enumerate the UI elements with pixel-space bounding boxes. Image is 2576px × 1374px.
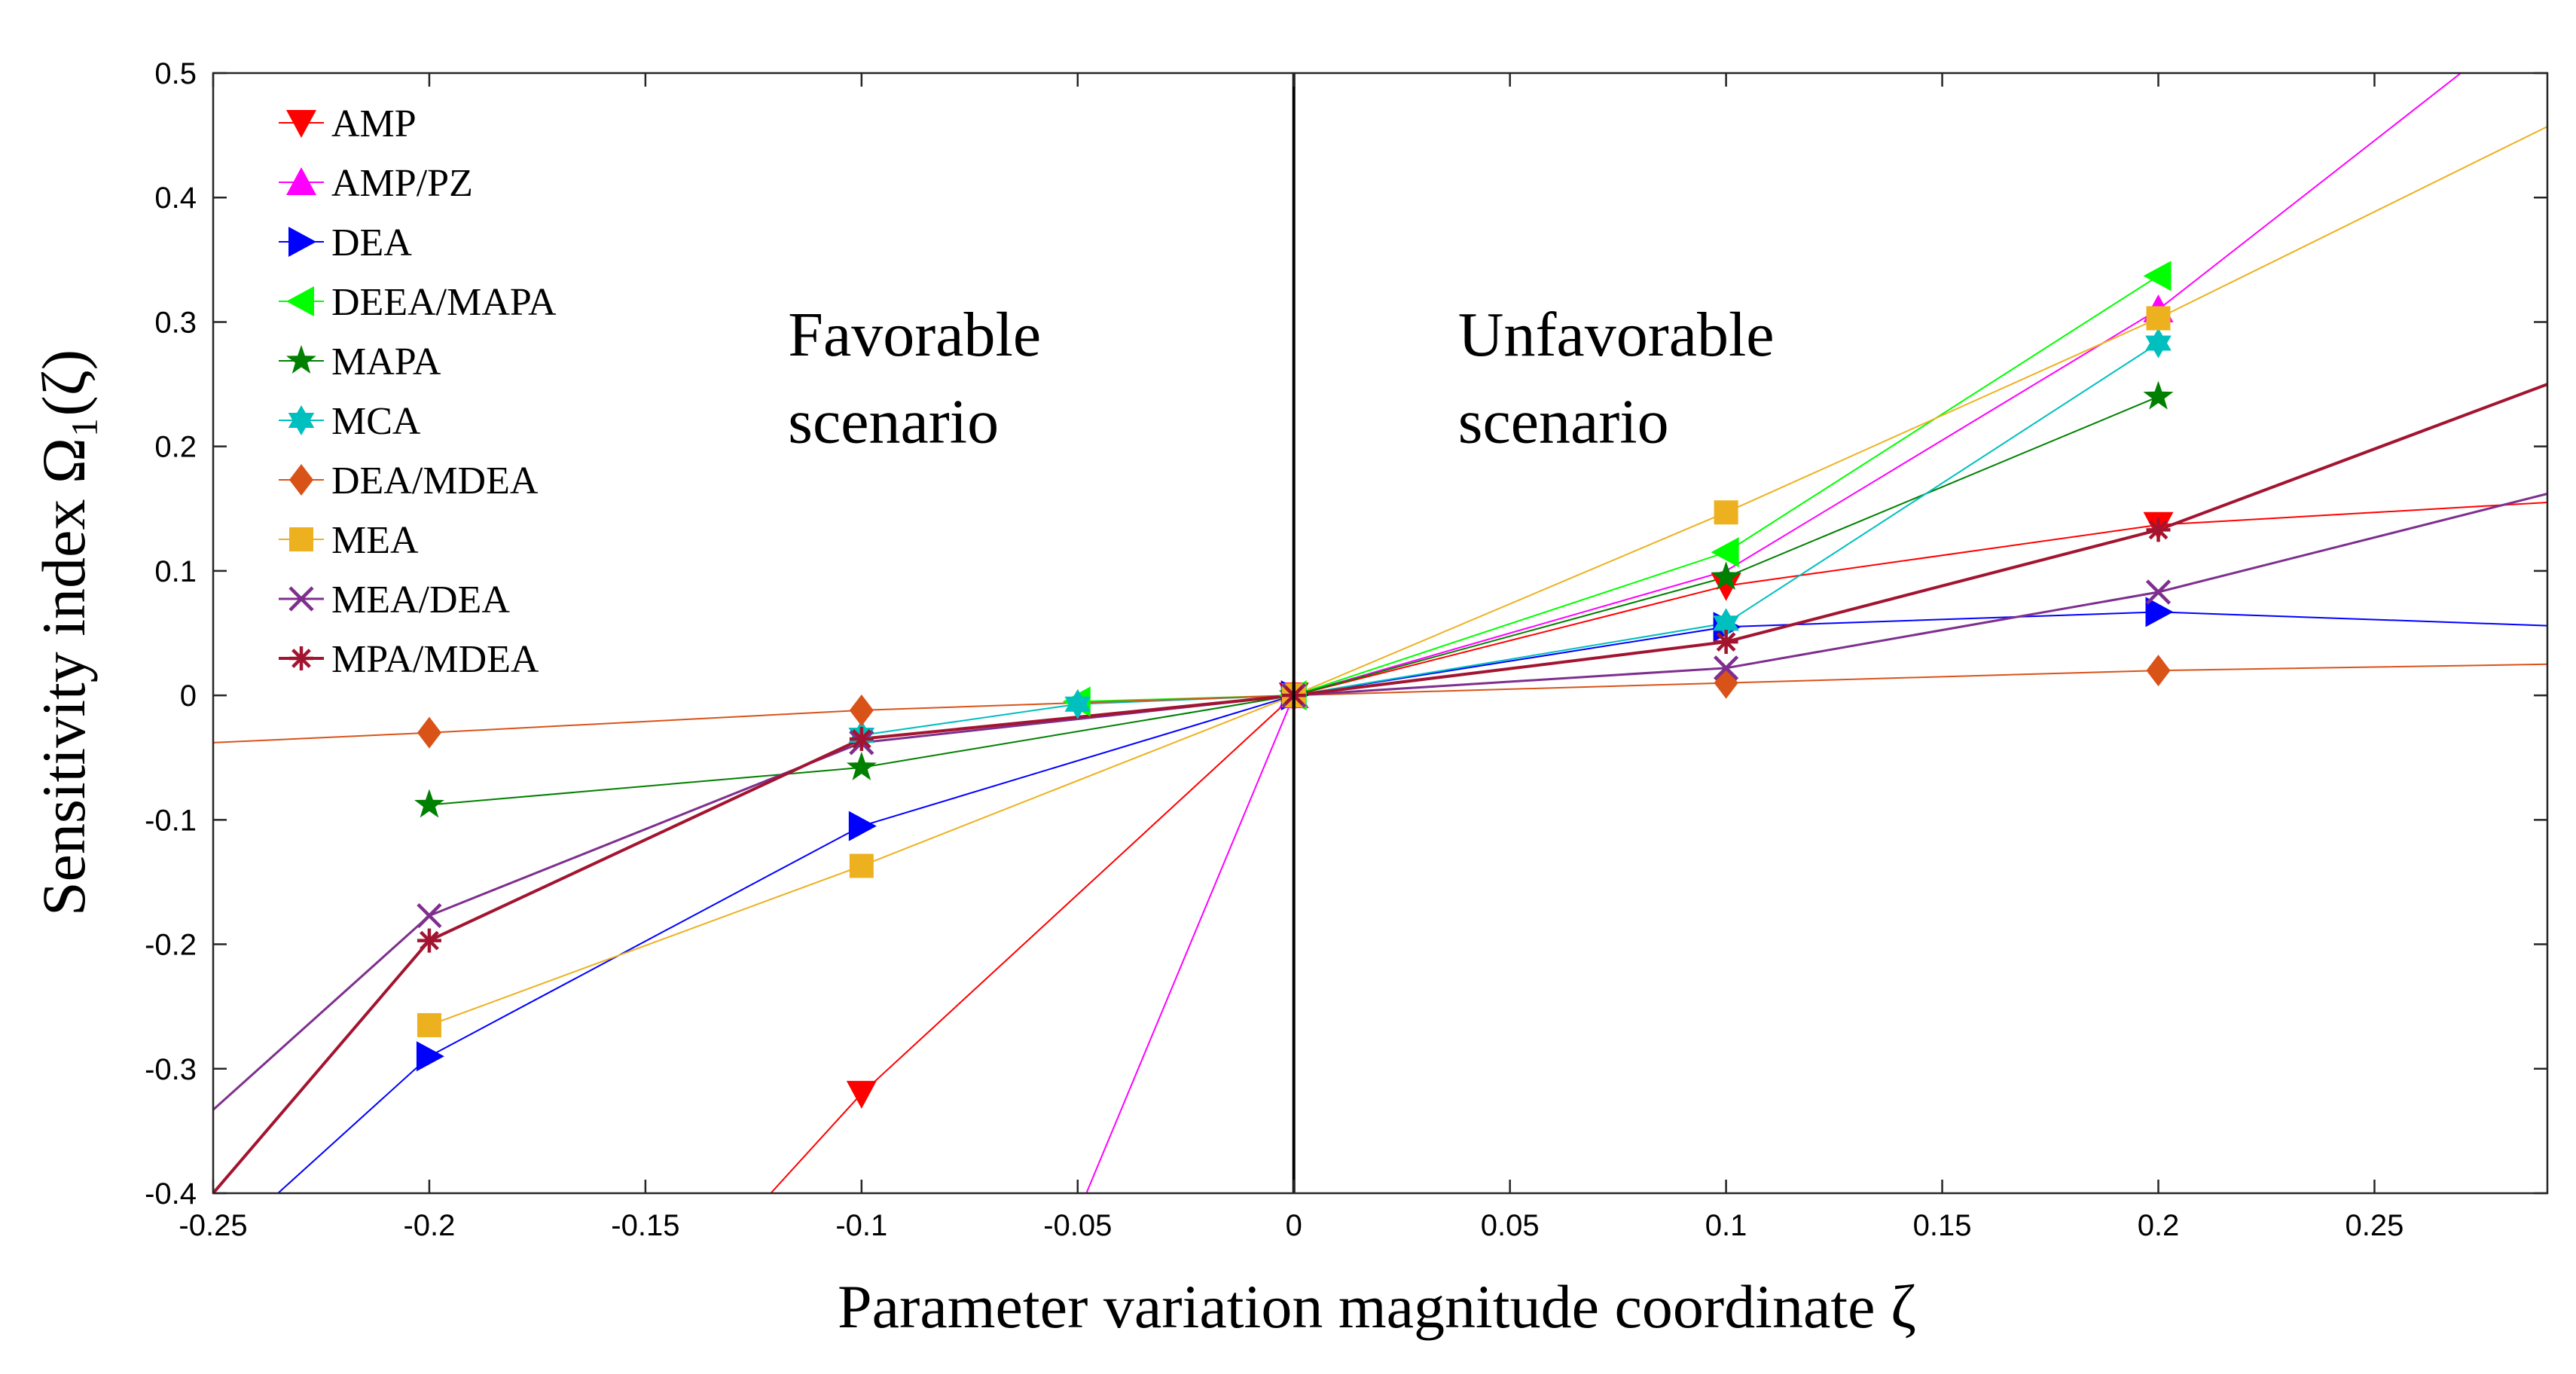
y-axis-title: Sensitivity index Ω₁(ζ) — [29, 350, 98, 916]
x-tick-label: -0.2 — [403, 1209, 455, 1242]
data-point-mpa-mdea — [849, 726, 874, 751]
legend-marker-mea-dea — [288, 586, 314, 612]
y-tick-label: -0.4 — [145, 1177, 197, 1211]
y-tick-label: 0.5 — [154, 57, 197, 90]
legend-label: DEEA/MAPA — [331, 281, 557, 324]
legend-label: AMP — [331, 102, 417, 145]
legend-marker-mea — [289, 527, 313, 551]
data-point-mapa — [2143, 380, 2174, 410]
data-point-amp — [1711, 572, 1741, 601]
x-tick-label: -0.05 — [1043, 1209, 1112, 1242]
legend-marker-dea-mdea — [289, 464, 313, 496]
legend-label: MPA/MDEA — [331, 638, 539, 681]
data-point-dea-mdea — [417, 716, 441, 749]
annotations: Favorable scenario Unfavorable scenario — [788, 300, 1774, 457]
x-tick-label: 0.1 — [1705, 1209, 1747, 1242]
data-point-mapa — [1711, 561, 1741, 591]
data-point-dea — [848, 811, 877, 841]
data-point-mea — [417, 1012, 441, 1037]
x-tick-label: 0.2 — [2138, 1209, 2180, 1242]
data-point-mapa — [414, 789, 444, 818]
plot-frame — [212, 72, 2549, 1195]
x-tick-label: -0.1 — [835, 1209, 887, 1242]
legend-label: MEA — [331, 519, 419, 562]
y-tick-label: 0.1 — [154, 555, 197, 588]
x-axis-ticks: -0.25 -0.2 -0.15 -0.1 -0.05 0 0.05 0.1 0.15 0.2 0.… — [179, 73, 2404, 1242]
series-line-mea — [429, 126, 2547, 1026]
x-tick-label: 0 — [1286, 1209, 1302, 1242]
data-point-dea-mdea — [2146, 655, 2171, 687]
data-point-mea-dea — [2145, 579, 2172, 605]
series-markers — [414, 261, 2174, 1109]
data-point-amp — [846, 1080, 877, 1109]
legend-marker-dea — [288, 227, 316, 257]
legend-label: MAPA — [331, 340, 441, 383]
annotation-unfavorable-scenario-line: scenario — [1458, 387, 1669, 457]
data-point-mpa-mdea — [417, 928, 441, 953]
legend-marker-amp — [286, 110, 316, 138]
x-tick-label: 0.05 — [1481, 1209, 1540, 1242]
legend-label: MEA/DEA — [331, 579, 510, 621]
annotation-favorable-scenario-line: scenario — [788, 387, 999, 457]
y-tick-label: 0.3 — [154, 306, 197, 339]
legend-marker-mca — [288, 405, 315, 435]
legend-marker-mpa-mdea — [289, 646, 313, 670]
legend-item-mea-dea: MEA/DEA — [279, 579, 510, 621]
y-tick-label: 0.4 — [154, 182, 197, 215]
data-point-mpa-mdea — [1714, 630, 1738, 655]
data-point-mapa — [846, 751, 877, 780]
annotation-unfavorable-scenario-line: Unfavorable — [1458, 300, 1775, 370]
y-tick-label: -0.2 — [145, 929, 197, 962]
legend-label: MCA — [331, 400, 421, 443]
legend-item-deea-mapa: DEEA/MAPA — [279, 281, 557, 324]
legend-marker-deea-mapa — [286, 286, 314, 316]
y-tick-label: -0.3 — [145, 1053, 197, 1086]
legend-item-mpa-mdea: MPA/MDEA — [279, 638, 539, 681]
series-line-amp — [770, 502, 2547, 1193]
legend-label: AMP/PZ — [331, 162, 473, 205]
legend-marker-mapa — [286, 345, 316, 374]
y-axis-ticks: -0.4 -0.3 -0.2 -0.1 0 0.1 0.2 0.3 0.4 0.5 — [145, 57, 2547, 1211]
y-tick-label: 0 — [180, 679, 197, 713]
data-point-mca — [2145, 328, 2172, 359]
y-tick-label: 0.2 — [154, 431, 197, 464]
data-point-mea — [1714, 500, 1738, 525]
x-axis-title: Parameter variation magnitude coordinate… — [838, 1272, 1916, 1341]
data-point-mea — [849, 853, 874, 878]
y-tick-label: -0.1 — [145, 804, 197, 837]
data-point-mca — [1064, 689, 1091, 719]
data-point-dea — [2145, 597, 2174, 627]
data-point-mpa-mdea — [2146, 518, 2171, 542]
legend: AMP AMP/PZ DEA DEEA/MAPA MAPA MCA DEA/MDEA MEA M… — [279, 102, 557, 681]
legend-item-mea: MEA — [279, 519, 419, 562]
x-tick-label: -0.25 — [179, 1209, 247, 1242]
data-point-dea-mdea — [849, 694, 874, 726]
data-point-dea — [416, 1041, 444, 1072]
x-tick-label: -0.15 — [611, 1209, 679, 1242]
legend-item-amp-pz: AMP/PZ — [279, 162, 473, 205]
legend-item-dea: DEA — [279, 221, 412, 264]
legend-item-mca: MCA — [279, 400, 421, 443]
legend-item-dea-mdea: DEA/MDEA — [279, 460, 539, 502]
annotation-favorable-scenario-line: Favorable — [788, 300, 1041, 370]
legend-marker-amp-pz — [286, 167, 316, 195]
data-point-deea-mapa — [1711, 537, 1739, 568]
data-point-mea-dea — [1714, 655, 1739, 681]
x-tick-label: 0.15 — [1913, 1209, 1972, 1242]
data-point-mea-dea — [417, 902, 442, 929]
legend-item-amp: AMP — [279, 102, 417, 145]
legend-label: DEA — [331, 221, 412, 264]
data-point-mca — [1713, 608, 1739, 639]
data-point-deea-mapa — [2143, 261, 2172, 292]
legend-label: DEA/MDEA — [331, 460, 539, 502]
legend-item-mapa: MAPA — [279, 340, 441, 383]
x-tick-label: 0.25 — [2346, 1209, 2404, 1242]
data-point-mea — [2146, 306, 2171, 331]
